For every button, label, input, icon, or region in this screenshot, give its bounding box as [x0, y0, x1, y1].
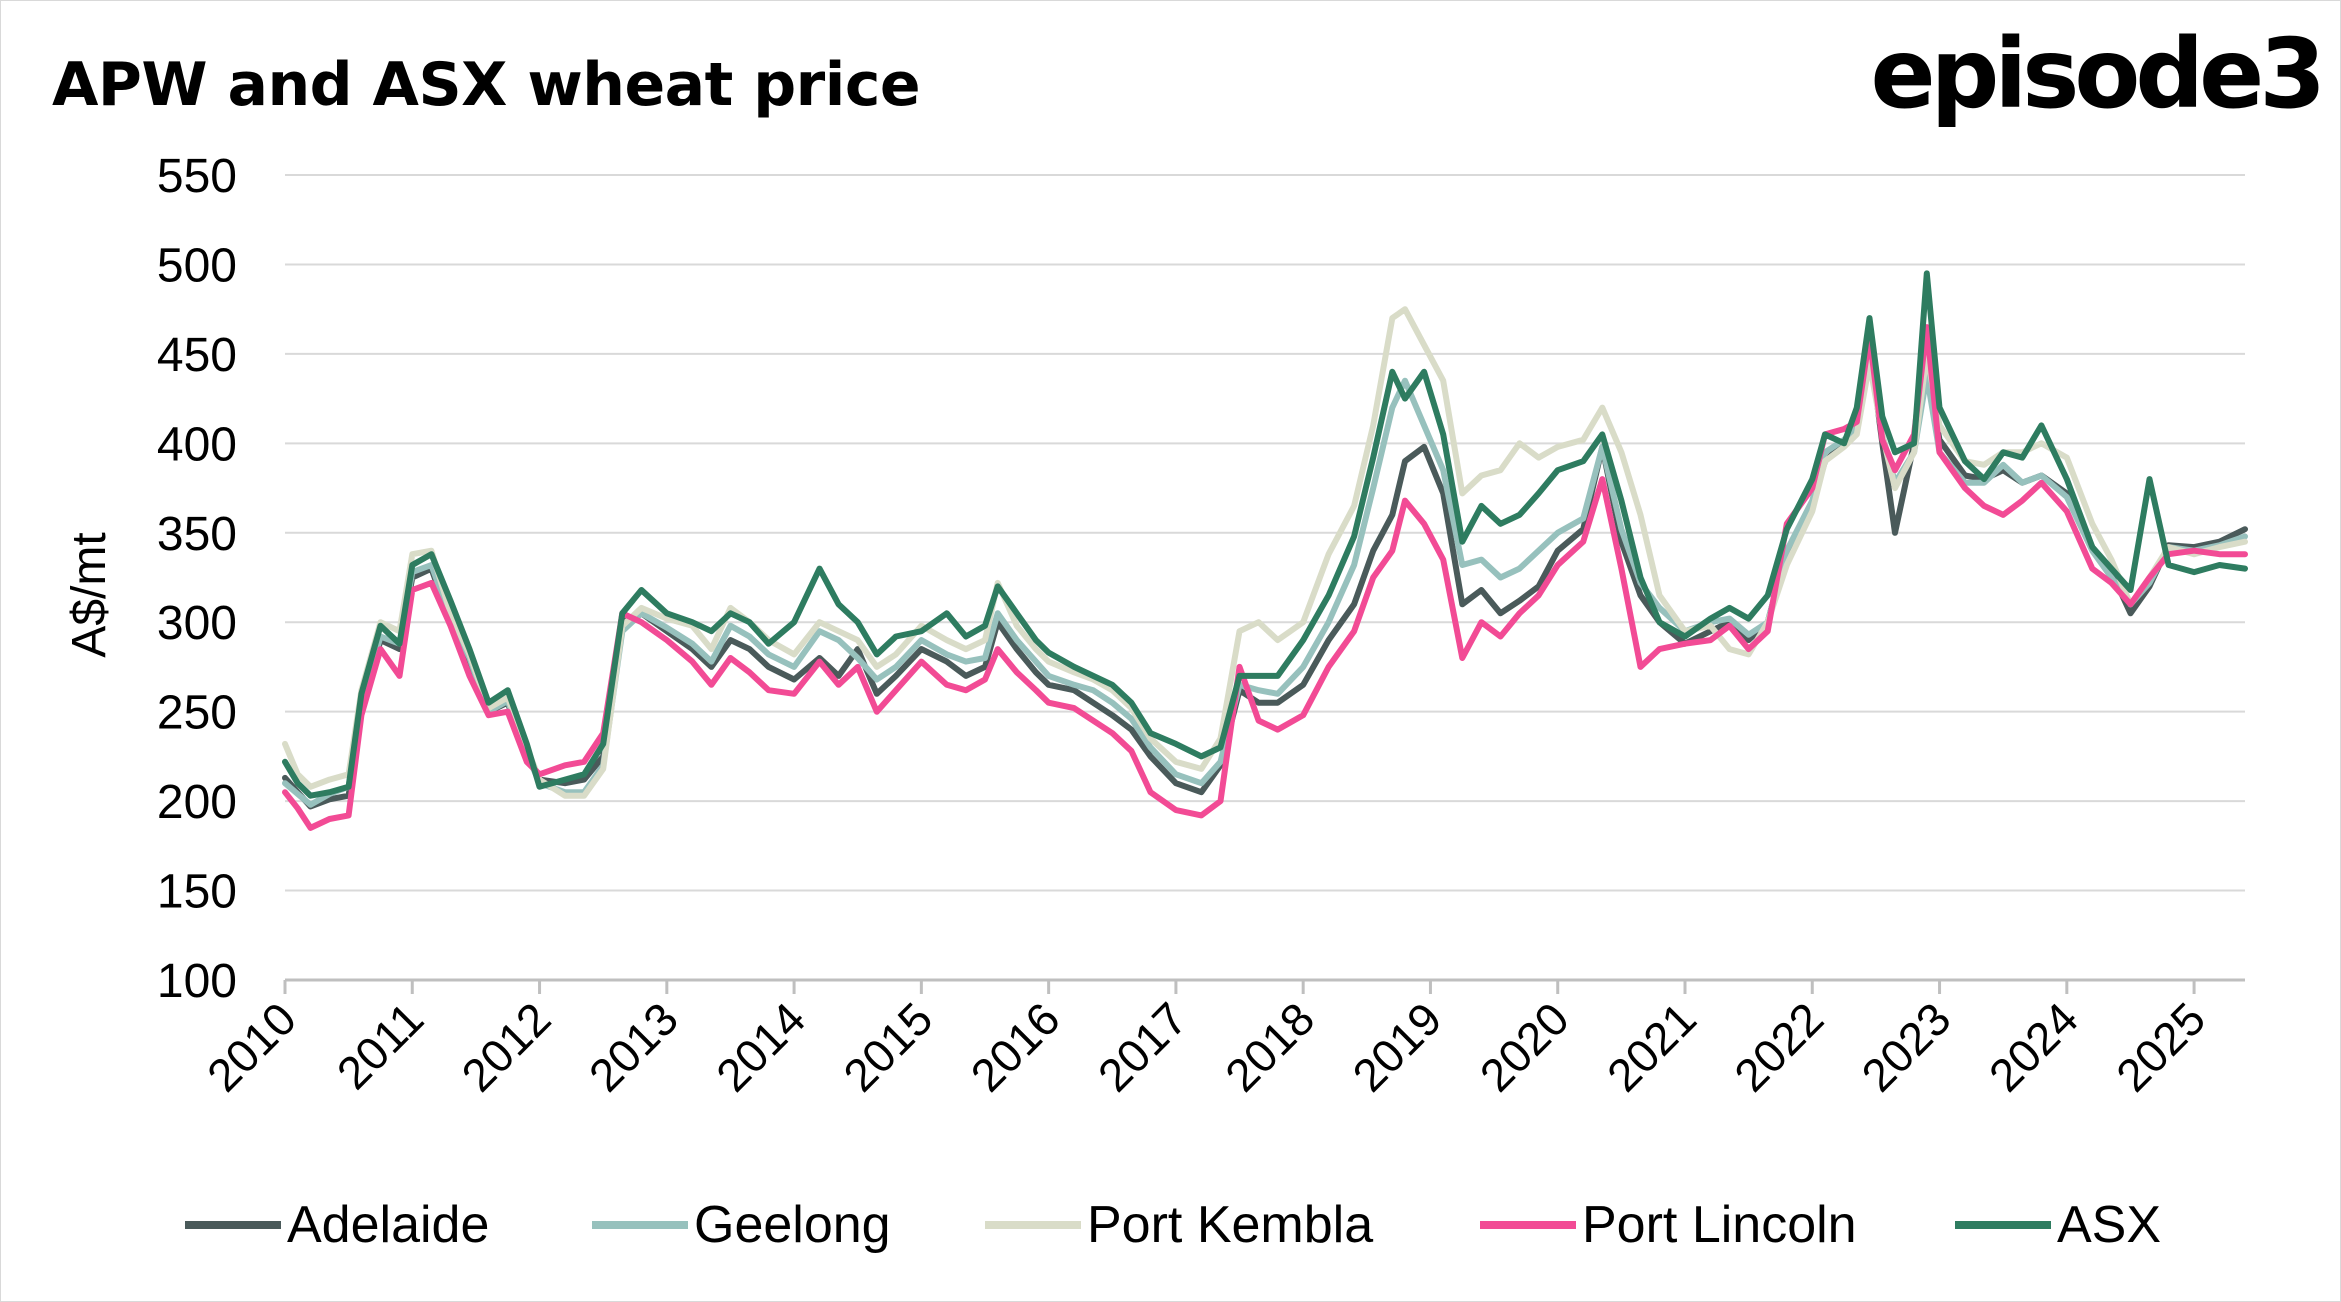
legend-swatch — [985, 1221, 1081, 1229]
x-tick-label: 2010 — [197, 992, 306, 1101]
y-tick-label: 500 — [157, 239, 237, 292]
legend-label: Port Kembla — [1087, 1196, 1374, 1254]
legend-swatch — [185, 1221, 281, 1229]
legend-item: Geelong — [592, 1190, 891, 1260]
x-tick-label: 2017 — [1088, 992, 1197, 1101]
y-tick-label: 100 — [157, 955, 237, 1008]
legend-item: ASX — [1955, 1190, 2161, 1260]
y-tick-label: 150 — [157, 866, 237, 919]
x-axis — [283, 978, 2245, 994]
series-lines — [282, 270, 2248, 831]
legend-label: Port Lincoln — [1582, 1196, 1857, 1254]
x-tick-label: 2021 — [1597, 992, 1706, 1101]
legend-label: ASX — [2057, 1196, 2162, 1254]
y-tick-label: 550 — [157, 150, 237, 203]
y-axis-ticks: 100 150 200 250 300 350 400 450 500 550 — [157, 150, 237, 1008]
x-tick-label: 2012 — [451, 992, 560, 1101]
y-tick-label: 400 — [157, 418, 237, 471]
x-tick-label: 2016 — [961, 992, 1070, 1101]
series-line-asx — [282, 270, 2248, 799]
y-tick-label: 200 — [157, 776, 237, 829]
series-line-adelaide — [282, 341, 2248, 810]
x-tick-label: 2013 — [579, 992, 688, 1101]
legend-label: Geelong — [694, 1196, 891, 1254]
x-tick-label: 2023 — [1851, 992, 1960, 1101]
x-tick-label: 2011 — [327, 992, 434, 1099]
x-tick-label: 2014 — [706, 992, 815, 1101]
legend-item: Port Lincoln — [1480, 1190, 1857, 1260]
x-axis-ticks: 2010 2011 2012 2013 2014 2015 2016 2017 2018 2019… — [197, 992, 2215, 1101]
series-line-port-lincoln — [282, 324, 2248, 831]
legend-swatch — [1955, 1221, 2051, 1229]
brand-logo: episode3 — [1870, 18, 2326, 130]
legend-swatch — [592, 1221, 688, 1229]
x-tick-label: 2015 — [833, 992, 942, 1101]
x-tick-label: 2019 — [1342, 992, 1451, 1101]
x-tick-label: 2025 — [2106, 992, 2215, 1101]
y-tick-label: 250 — [157, 687, 237, 740]
gridlines — [285, 174, 2245, 981]
x-tick-label: 2018 — [1215, 992, 1324, 1101]
y-axis-label: A$/mt — [63, 532, 116, 657]
x-tick-label: 2024 — [1979, 992, 2088, 1101]
legend: Adelaide Geelong Port Kembla Port Lincoln AS… — [0, 1190, 2341, 1260]
legend-label: Adelaide — [287, 1196, 490, 1254]
y-tick-label: 450 — [157, 329, 237, 382]
chart-title: APW and ASX wheat price — [52, 50, 921, 120]
legend-item: Port Kembla — [985, 1190, 1373, 1260]
x-tick-label: 2020 — [1470, 992, 1579, 1101]
series-line-port-kembla — [282, 306, 2248, 799]
y-tick-label: 350 — [157, 508, 237, 561]
legend-item: Adelaide — [185, 1190, 489, 1260]
y-tick-label: 300 — [157, 597, 237, 650]
series-line-geelong — [282, 336, 2248, 808]
legend-swatch — [1480, 1221, 1576, 1229]
x-tick-label: 2022 — [1724, 992, 1833, 1101]
